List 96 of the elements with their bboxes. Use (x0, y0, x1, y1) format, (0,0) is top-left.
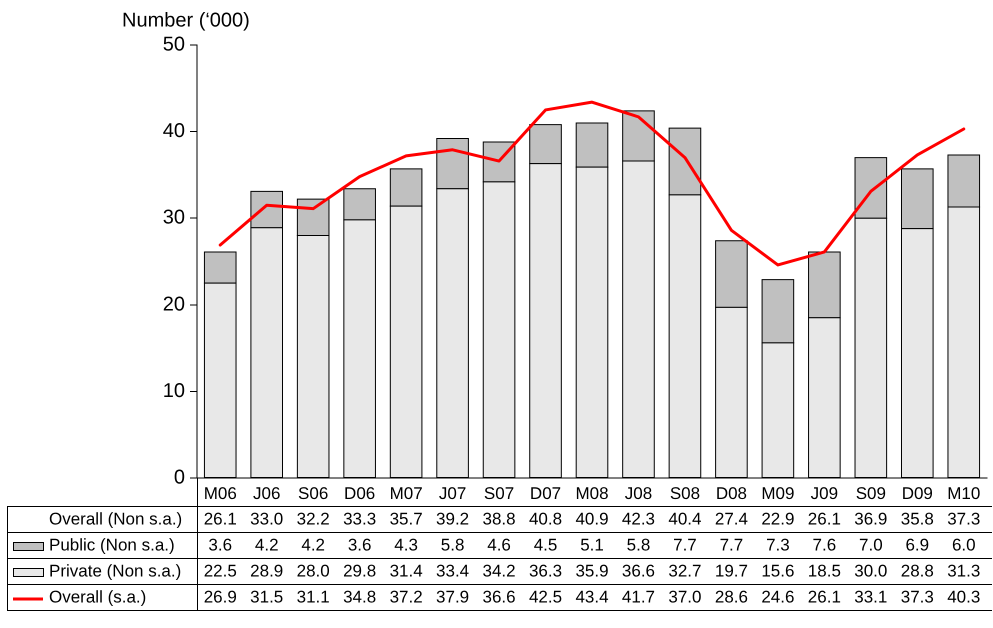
total-label: 32.2 (296, 510, 330, 529)
data-label: 36.6 (482, 588, 516, 607)
x-tick-label: J08 (624, 484, 652, 503)
data-label: 28.9 (250, 562, 284, 581)
data-label: 7.0 (859, 536, 883, 555)
data-label: 5.8 (626, 536, 650, 555)
data-label: 22.5 (204, 562, 237, 581)
total-label: 26.1 (808, 510, 841, 529)
data-label: 5.1 (580, 536, 604, 555)
data-label: 41.7 (622, 588, 656, 607)
y-tick-label: 50 (162, 34, 185, 56)
data-label: 26.1 (808, 588, 841, 607)
legend-label: Public (Non s.a.) (49, 536, 175, 555)
x-tick-label: M10 (947, 484, 980, 503)
data-label: 4.2 (301, 536, 325, 555)
data-label: 19.7 (714, 562, 748, 581)
total-label: 42.3 (622, 510, 656, 529)
data-label: 5.8 (440, 536, 464, 555)
total-label: 27.4 (714, 510, 748, 529)
x-tick-label: J09 (810, 484, 838, 503)
data-label: 3.6 (208, 536, 232, 555)
data-label: 6.0 (952, 536, 976, 555)
text: Overall (Non s.a.) (49, 510, 182, 529)
x-tick-label: D07 (530, 484, 562, 503)
data-label: 29.8 (343, 562, 376, 581)
total-label: 35.8 (900, 510, 934, 529)
data-label: 7.7 (720, 536, 744, 555)
data-label: 4.3 (394, 536, 418, 555)
data-label: 37.2 (390, 588, 423, 607)
data-label: 37.0 (668, 588, 702, 607)
total-label: 37.3 (947, 510, 980, 529)
data-label: 34.2 (482, 562, 516, 581)
legend-label: Private (Non s.a.) (49, 562, 182, 581)
data-label: 40.3 (947, 588, 980, 607)
total-label: 33.3 (343, 510, 376, 529)
y-axis-title: Number (‘000) (122, 10, 250, 32)
x-tick-label: M06 (204, 484, 237, 503)
data-label: 31.1 (296, 588, 330, 607)
x-tick-label: J07 (438, 484, 466, 503)
x-tick-label: D06 (344, 484, 376, 503)
total-label: 36.9 (854, 510, 888, 529)
data-label: 37.3 (900, 588, 934, 607)
data-label: 35.9 (575, 562, 609, 581)
data-label: 4.2 (254, 536, 279, 555)
x-tick-label: S08 (670, 484, 700, 503)
data-label: 33.4 (436, 562, 470, 581)
data-label: 18.5 (808, 562, 841, 581)
data-label: 43.4 (575, 588, 609, 607)
total-label: 39.2 (436, 510, 470, 529)
data-label: 31.4 (390, 562, 423, 581)
total-label: 40.9 (575, 510, 609, 529)
data-label: 37.9 (436, 588, 470, 607)
total-label: 35.7 (390, 510, 423, 529)
x-tick-label: M09 (761, 484, 794, 503)
data-label: 36.3 (528, 562, 562, 581)
data-label: 7.6 (812, 536, 836, 555)
x-tick-label: D08 (716, 484, 748, 503)
data-label: 24.6 (761, 588, 794, 607)
x-tick-label: S07 (484, 484, 514, 503)
x-tick-label: S06 (298, 484, 328, 503)
data-label: 32.7 (668, 562, 702, 581)
legend-label: Overall (s.a.) (49, 588, 146, 607)
data-label: 42.5 (528, 588, 562, 607)
x-tick-label: J06 (252, 484, 280, 503)
total-label: 38.8 (482, 510, 516, 529)
x-tick-label: D09 (902, 484, 933, 503)
data-label: 31.3 (947, 562, 980, 581)
data-label: 4.5 (534, 536, 558, 555)
y-tick-label: 10 (162, 380, 185, 402)
data-label: 7.3 (766, 536, 790, 555)
data-label: 15.6 (761, 562, 794, 581)
data-label: 31.5 (250, 588, 284, 607)
y-tick-label: 40 (162, 120, 185, 142)
data-label: 6.9 (905, 536, 930, 555)
total-label: 22.9 (761, 510, 794, 529)
x-tick-label: M08 (575, 484, 609, 503)
data-label: 28.6 (714, 588, 748, 607)
data-label: 3.6 (348, 536, 372, 555)
total-label: 40.8 (528, 510, 562, 529)
x-tick-label: M07 (390, 484, 423, 503)
y-tick-label: 30 (162, 206, 185, 229)
data-label: 4.6 (487, 536, 511, 555)
x-tick-label: S09 (856, 484, 886, 503)
y-tick-label: 20 (162, 293, 185, 316)
data-label: 36.6 (622, 562, 656, 581)
data-label: 34.8 (343, 588, 376, 607)
data-label: 28.8 (900, 562, 934, 581)
data-label: 26.9 (204, 588, 237, 607)
data-label: 33.1 (854, 588, 888, 607)
total-label: 33.0 (250, 510, 284, 529)
data-label: 28.0 (296, 562, 330, 581)
total-label: 40.4 (668, 510, 702, 529)
data-label: 30.0 (854, 562, 888, 581)
y-tick-label: 0 (174, 466, 185, 489)
total-label: 26.1 (204, 510, 237, 529)
data-label: 7.7 (673, 536, 697, 555)
